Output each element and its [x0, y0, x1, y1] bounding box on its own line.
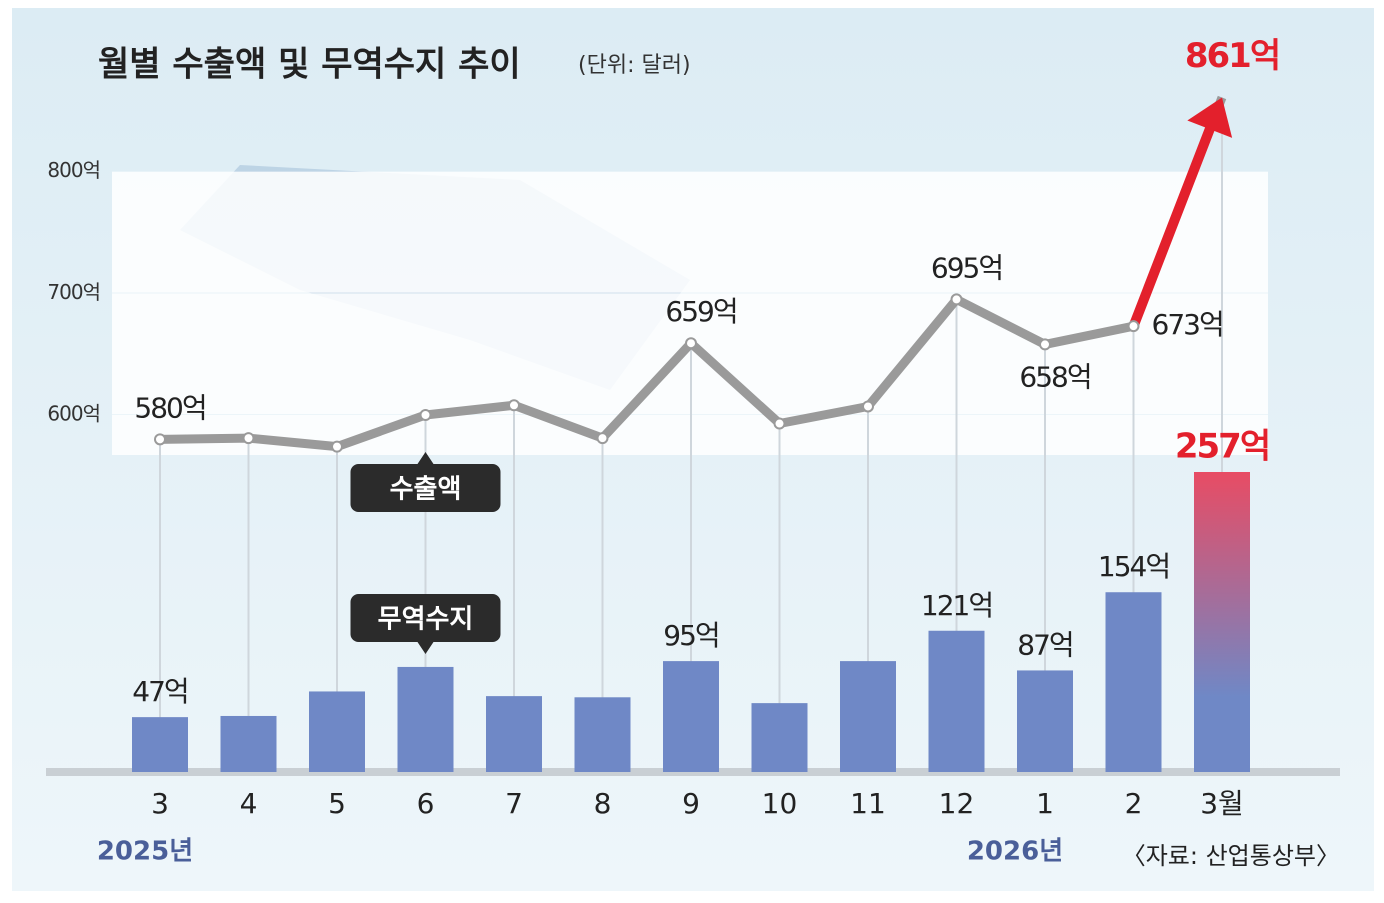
- x-tick-label: 9: [682, 787, 700, 820]
- line-point: [773, 417, 786, 430]
- line-value-label: 695억: [931, 251, 1002, 284]
- x-tick-label: 3월: [1200, 787, 1244, 820]
- line-point: [242, 432, 255, 445]
- legend-box: [350, 594, 501, 642]
- line-point: [154, 433, 166, 446]
- y-tick-label: 800억: [47, 158, 100, 182]
- grid-band: [112, 171, 1268, 293]
- chart-title: 월별 수출액 및 무역수지 추이: [98, 45, 521, 85]
- bar: [1105, 592, 1162, 772]
- line-point: [331, 440, 343, 453]
- x-tick-label: 6: [417, 787, 435, 820]
- bar: [1017, 670, 1073, 772]
- bar: [486, 696, 542, 772]
- line-value-label: 580억: [134, 391, 205, 424]
- bar-value-label: 87억: [1017, 628, 1072, 661]
- line-point: [1039, 338, 1051, 351]
- line-point: [419, 409, 432, 421]
- bar-value-label: 47억: [132, 675, 187, 708]
- bar: [928, 630, 985, 772]
- bar-value-label: 121억: [921, 589, 992, 622]
- line-point: [862, 400, 874, 413]
- bar: [1194, 472, 1250, 772]
- x-tick-label: 11: [850, 787, 886, 820]
- line-value-label: 658억: [1019, 360, 1090, 393]
- y-tick-label: 600억: [47, 402, 100, 426]
- bar: [220, 715, 277, 772]
- y-tick-label: 700억: [47, 280, 100, 304]
- bar: [840, 661, 896, 772]
- bar: [397, 666, 454, 772]
- x-tick-label: 3: [151, 787, 169, 820]
- x-tick-label: 2: [1125, 787, 1143, 820]
- x-tick-label: 10: [762, 787, 798, 820]
- year-label: 2026년: [967, 837, 1063, 867]
- bar-value-label: 95억: [663, 619, 718, 652]
- line-value-label: 659억: [665, 295, 736, 328]
- legend-label: 수출액: [390, 475, 462, 505]
- x-tick-label: 1: [1036, 787, 1054, 820]
- bar-value-label: 257억: [1175, 427, 1269, 467]
- legend-pointer: [417, 452, 434, 464]
- bar: [309, 691, 365, 772]
- unit-label: (단위: 달러): [578, 53, 691, 78]
- x-tick-label: 4: [240, 787, 258, 820]
- line-point: [508, 399, 520, 412]
- line-value-label: 861억: [1185, 36, 1279, 76]
- highlight-arrow: [1187, 97, 1233, 138]
- legend-pointer: [417, 642, 434, 654]
- x-tick-label: 7: [505, 787, 523, 820]
- x-tick-label: 12: [939, 787, 975, 820]
- bar: [663, 661, 719, 772]
- x-tick-label: 5: [328, 787, 346, 820]
- highlight-segment: [1128, 124, 1215, 332]
- line-point: [950, 293, 963, 306]
- bar: [751, 703, 808, 772]
- line-point: [596, 432, 609, 445]
- year-label: 2025년: [97, 837, 193, 867]
- line-value-label: 673억: [1152, 308, 1223, 341]
- bar-value-label: 154억: [1098, 550, 1169, 583]
- line-point: [685, 337, 697, 350]
- bar: [574, 697, 631, 772]
- legend-label: 무역수지: [378, 605, 474, 635]
- bar: [132, 717, 188, 772]
- x-tick-label: 8: [594, 787, 612, 820]
- line-point: [1127, 320, 1140, 333]
- legend-box: [350, 464, 501, 512]
- source: 〈자료: 산업통상부〉: [1122, 842, 1340, 870]
